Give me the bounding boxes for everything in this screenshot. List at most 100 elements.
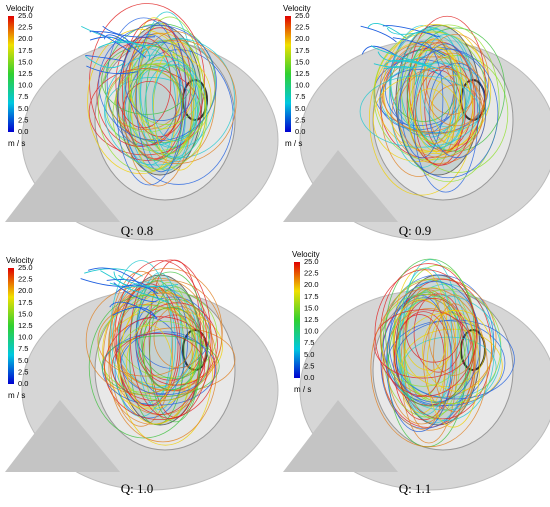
streamline: [413, 43, 479, 193]
legend-tick: 25.0: [18, 263, 33, 272]
streamline: [98, 40, 141, 53]
streamline: [128, 65, 184, 161]
legend-tick: 25.0: [304, 257, 319, 266]
streamline: [116, 33, 182, 186]
streamline: [406, 41, 476, 166]
streamline: [129, 259, 212, 420]
streamline: [373, 63, 434, 69]
streamline: [406, 27, 506, 152]
legend-tick: 5.0: [295, 104, 305, 113]
streamline: [420, 33, 472, 128]
legend-tick: 2.5: [295, 115, 305, 124]
legend-tick: 17.5: [295, 46, 310, 55]
legend-tick: 22.5: [295, 23, 310, 32]
legend-tick: 15.0: [18, 309, 33, 318]
streamline: [388, 281, 481, 403]
streamline: [97, 304, 194, 377]
streamline: [422, 309, 493, 392]
legend-tick: 0.0: [295, 127, 305, 136]
streamline: [382, 25, 440, 38]
streamline: [394, 314, 445, 397]
legend-tick: 15.0: [304, 303, 319, 312]
streamline: [373, 309, 472, 379]
streamline: [106, 279, 159, 299]
legend-tick: 22.5: [304, 269, 319, 278]
colorbar: [8, 268, 14, 384]
streamline: [397, 24, 500, 183]
streamline: [116, 41, 151, 61]
streamline: [382, 56, 487, 135]
streamline: [393, 279, 492, 420]
legend-tick: 10.0: [18, 333, 33, 342]
legend-tick: 22.5: [18, 23, 33, 32]
streamline: [151, 64, 200, 142]
streamline: [433, 303, 477, 413]
streamline: [102, 25, 156, 38]
streamline: [88, 295, 200, 439]
volute-leg: [283, 400, 398, 472]
legend-tick: 7.5: [18, 92, 28, 101]
legend-tick: 12.5: [295, 69, 310, 78]
streamline: [428, 62, 487, 159]
streamline: [359, 75, 480, 148]
caption: Q: 0.9: [399, 223, 432, 238]
legend-tick: 7.5: [295, 92, 305, 101]
legend-tick: 17.5: [18, 298, 33, 307]
streamline: [140, 298, 210, 380]
streamline: [400, 27, 462, 138]
legend-unit: m / s: [8, 391, 25, 400]
streamline: [395, 319, 515, 400]
legend-tick: 17.5: [304, 292, 319, 301]
streamline: [100, 270, 132, 289]
streamline: [87, 28, 195, 175]
legend-tick: 15.0: [295, 57, 310, 66]
streamline: [108, 292, 218, 443]
streamline: [399, 267, 453, 415]
streamline: [89, 36, 122, 42]
legend-tick: 10.0: [295, 81, 310, 90]
streamline: [153, 42, 207, 171]
streamline: [384, 60, 439, 70]
streamline: [104, 316, 216, 421]
streamline: [408, 88, 451, 152]
volute-leg: [5, 400, 120, 472]
streamline: [111, 333, 206, 402]
legend-title: Velocity: [6, 4, 34, 13]
streamline: [81, 25, 113, 39]
legend-unit: m / s: [294, 385, 311, 394]
legend-tick: 20.0: [18, 34, 33, 43]
legend-tick: 25.0: [18, 11, 33, 20]
legend-tick: 12.5: [304, 315, 319, 324]
streamline: [379, 293, 467, 387]
streamline: [391, 59, 439, 75]
legend-tick: 7.5: [304, 338, 314, 347]
legend-tick: 17.5: [18, 46, 33, 55]
streamline: [385, 258, 475, 407]
streamline: [105, 63, 206, 152]
streamline: [372, 76, 464, 162]
streamline: [393, 298, 447, 378]
legend-title: Velocity: [292, 250, 320, 259]
legend-tick: 0.0: [304, 373, 314, 382]
caption: Q: 1.1: [399, 481, 432, 496]
streamline: [126, 324, 173, 408]
streamline: [370, 45, 427, 66]
legend-title: Velocity: [6, 256, 34, 265]
legend-tick: 0.0: [18, 379, 28, 388]
streamline: [124, 41, 197, 122]
streamline: [360, 25, 397, 43]
legend-tick: 10.0: [18, 81, 33, 90]
streamline: [118, 274, 179, 287]
volute-leg: [283, 150, 398, 222]
streamline: [101, 335, 220, 397]
streamline: [124, 32, 192, 187]
